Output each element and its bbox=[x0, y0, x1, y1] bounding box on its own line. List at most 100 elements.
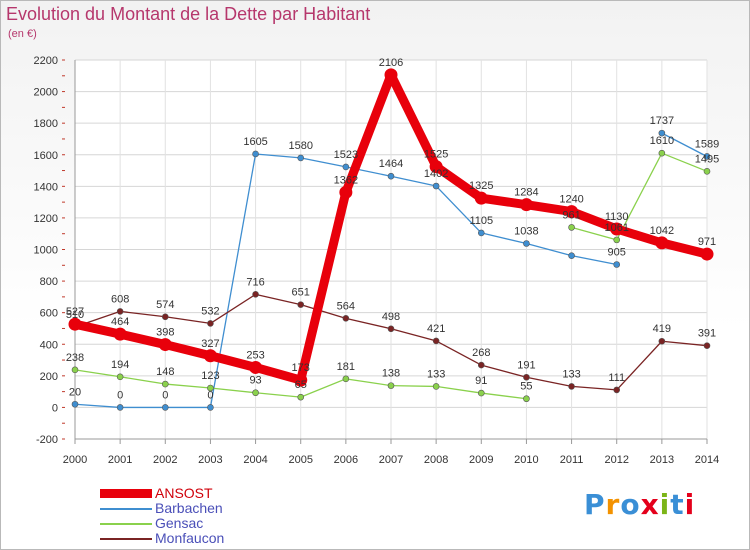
data-label-barbachen: 1038 bbox=[514, 225, 538, 237]
y-tick-label: 1600 bbox=[34, 150, 58, 162]
x-tick-label: 2004 bbox=[243, 454, 267, 466]
data-point-monfaucon bbox=[387, 325, 395, 333]
series-line-ansost bbox=[296, 187, 351, 385]
data-point-monfaucon bbox=[297, 301, 305, 308]
data-label-ansost: 253 bbox=[246, 349, 264, 361]
data-point-gensac bbox=[703, 168, 711, 175]
data-point-barbachen bbox=[613, 261, 621, 268]
data-label-barbachen: 905 bbox=[608, 247, 626, 259]
data-point-barbachen bbox=[387, 172, 395, 180]
data-point-gensac bbox=[297, 393, 305, 401]
legend-label-ansost: ANSOST bbox=[155, 485, 213, 501]
data-point-ansost bbox=[565, 205, 579, 219]
data-label-gensac: 65 bbox=[295, 379, 307, 391]
data-point-barbachen bbox=[477, 229, 485, 237]
data-point-barbachen bbox=[207, 404, 214, 411]
series-line-monfaucon bbox=[209, 293, 257, 325]
series-line-gensac bbox=[345, 378, 392, 387]
y-tick-label: 1000 bbox=[34, 245, 58, 257]
y-tick-label: 200 bbox=[40, 371, 58, 383]
logo-letter: x bbox=[640, 488, 660, 521]
data-point-monfaucon bbox=[161, 313, 169, 321]
x-tick-label: 2011 bbox=[560, 454, 584, 466]
data-label-barbachen: 0 bbox=[207, 389, 213, 401]
data-point-gensac bbox=[252, 389, 259, 397]
x-tick-label: 2001 bbox=[108, 454, 132, 466]
series-line-monfaucon bbox=[390, 328, 437, 342]
data-point-monfaucon bbox=[523, 373, 530, 381]
y-tick-label: 0 bbox=[52, 402, 58, 414]
data-point-barbachen bbox=[161, 404, 169, 411]
series-line-barbachen bbox=[525, 242, 573, 257]
y-tick-label: 2200 bbox=[34, 55, 58, 67]
series-line-ansost bbox=[341, 70, 396, 197]
series-line-ansost bbox=[431, 162, 486, 203]
data-point-ansost bbox=[113, 327, 127, 341]
data-label-ansost: 1525 bbox=[424, 149, 448, 161]
data-label-gensac: 1061 bbox=[604, 222, 628, 234]
x-tick-label: 2012 bbox=[604, 454, 628, 466]
legend-swatch-barbachen bbox=[100, 508, 152, 510]
series-line-barbachen bbox=[435, 185, 482, 234]
data-label-barbachen: 1105 bbox=[469, 215, 493, 227]
data-point-monfaucon bbox=[658, 337, 666, 345]
series-line-ansost bbox=[205, 351, 261, 372]
data-label-gensac: 961 bbox=[562, 209, 580, 221]
data-point-ansost bbox=[68, 317, 82, 331]
x-tick-label: 2013 bbox=[650, 454, 674, 466]
x-tick-label: 2009 bbox=[469, 454, 493, 466]
data-point-ansost bbox=[158, 338, 172, 352]
data-label-monfaucon: 419 bbox=[653, 323, 671, 335]
data-point-gensac bbox=[342, 375, 350, 383]
series-line-gensac bbox=[209, 387, 257, 394]
data-point-barbachen bbox=[568, 252, 575, 259]
series-line-barbachen bbox=[661, 132, 708, 158]
series-line-monfaucon bbox=[480, 364, 528, 378]
data-point-monfaucon bbox=[477, 361, 485, 369]
legend-swatch-gensac bbox=[100, 523, 152, 525]
series-line-barbachen bbox=[300, 157, 347, 168]
data-label-ansost: 971 bbox=[698, 236, 716, 248]
data-point-barbachen bbox=[703, 153, 711, 160]
data-label-ansost: 527 bbox=[66, 306, 84, 318]
data-point-gensac bbox=[207, 384, 214, 392]
data-label-ansost: 1042 bbox=[650, 225, 674, 237]
series-line-gensac bbox=[74, 369, 121, 378]
legend-label-gensac: Gensac bbox=[155, 515, 204, 531]
data-point-barbachen bbox=[523, 240, 530, 247]
data-label-monfaucon: 391 bbox=[698, 328, 716, 340]
data-point-gensac bbox=[71, 366, 79, 374]
data-point-monfaucon bbox=[432, 337, 440, 345]
y-tick-label: 600 bbox=[40, 308, 58, 320]
data-label-barbachen: 0 bbox=[162, 389, 168, 401]
data-label-barbachen: 1605 bbox=[243, 136, 267, 148]
data-label-gensac: 1610 bbox=[650, 135, 674, 147]
x-tick-label: 2006 bbox=[334, 454, 358, 466]
data-point-monfaucon bbox=[613, 386, 621, 394]
series-line-monfaucon bbox=[435, 340, 482, 366]
series-line-monfaucon bbox=[300, 303, 347, 320]
y-tick-label: 1800 bbox=[34, 118, 58, 130]
series-line-monfaucon bbox=[345, 317, 392, 330]
series-line-monfaucon bbox=[119, 310, 166, 318]
data-label-ansost: 2106 bbox=[379, 57, 403, 69]
x-tick-label: 2002 bbox=[153, 454, 177, 466]
data-label-barbachen: 1589 bbox=[695, 138, 719, 150]
data-point-barbachen bbox=[116, 404, 124, 411]
data-point-ansost bbox=[249, 360, 263, 374]
data-point-gensac bbox=[161, 380, 169, 388]
data-point-gensac bbox=[523, 395, 530, 403]
data-point-barbachen bbox=[342, 163, 350, 171]
series-line-gensac bbox=[435, 385, 482, 394]
data-label-ansost: 398 bbox=[156, 327, 174, 339]
data-label-barbachen: 1464 bbox=[379, 158, 403, 170]
data-point-gensac bbox=[116, 373, 124, 381]
data-point-gensac bbox=[432, 383, 440, 390]
y-tick-label: 1400 bbox=[34, 181, 58, 193]
data-label-monfaucon: 608 bbox=[111, 293, 129, 305]
data-point-barbachen bbox=[71, 400, 79, 408]
data-label-ansost: 464 bbox=[111, 316, 129, 328]
data-point-barbachen bbox=[432, 182, 440, 190]
y-tick-label: 1200 bbox=[34, 213, 58, 225]
legend-swatch-ansost bbox=[100, 489, 152, 498]
